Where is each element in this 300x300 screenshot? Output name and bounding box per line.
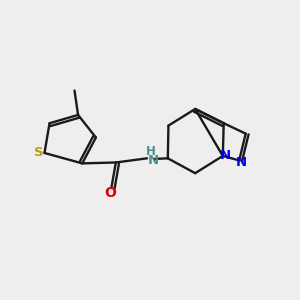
Text: O: O xyxy=(104,186,116,200)
Text: H: H xyxy=(146,145,155,158)
Text: N: N xyxy=(147,154,158,166)
Text: N: N xyxy=(236,156,247,169)
Text: N: N xyxy=(220,149,231,162)
Text: S: S xyxy=(34,146,44,160)
